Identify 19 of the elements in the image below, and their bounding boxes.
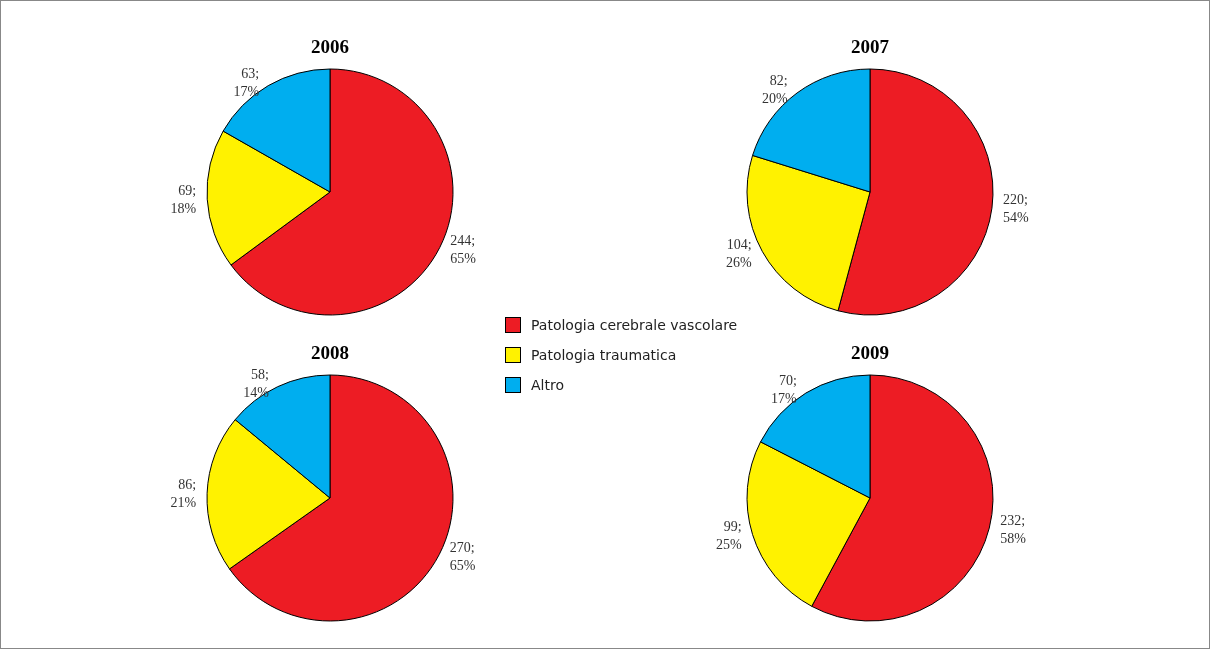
data-label: 58; 14% [243, 366, 270, 400]
data-label: 63; 17% [233, 65, 260, 99]
data-label: 99; 25% [716, 519, 743, 553]
data-label: 69; 18% [170, 182, 197, 216]
data-label: 270; 65% [449, 539, 476, 573]
chart-title: 2009 [851, 342, 889, 363]
data-label: 104; 26% [726, 236, 753, 270]
data-label: 232; 58% [1000, 512, 1027, 546]
data-label: 244; 65% [450, 232, 477, 266]
data-label: 70; 17% [771, 373, 798, 407]
data-label: 82; 20% [762, 73, 789, 107]
chart-title: 2008 [311, 342, 349, 363]
chart-title: 2007 [851, 36, 890, 57]
legend-label: Patologia traumatica [531, 347, 677, 363]
legend-label: Altro [531, 377, 564, 393]
legend-label: Patologia cerebrale vascolare [531, 317, 738, 333]
data-label: 220; 54% [1002, 192, 1029, 226]
chart-title: 2006 [311, 36, 349, 57]
data-label: 86; 21% [170, 476, 197, 510]
